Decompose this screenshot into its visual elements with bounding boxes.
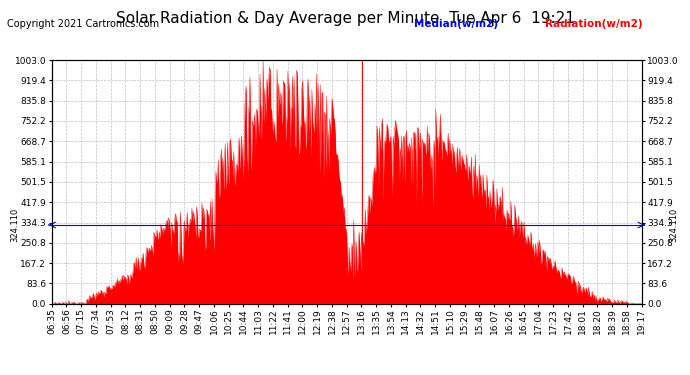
Text: Median(w/m2): Median(w/m2): [414, 19, 498, 29]
Text: 324.110: 324.110: [670, 208, 679, 242]
Text: 324.110: 324.110: [10, 208, 20, 242]
Text: Solar Radiation & Day Average per Minute  Tue Apr 6  19:21: Solar Radiation & Day Average per Minute…: [115, 11, 575, 26]
Text: Copyright 2021 Cartronics.com: Copyright 2021 Cartronics.com: [7, 19, 159, 29]
Text: Radiation(w/m2): Radiation(w/m2): [545, 19, 642, 29]
